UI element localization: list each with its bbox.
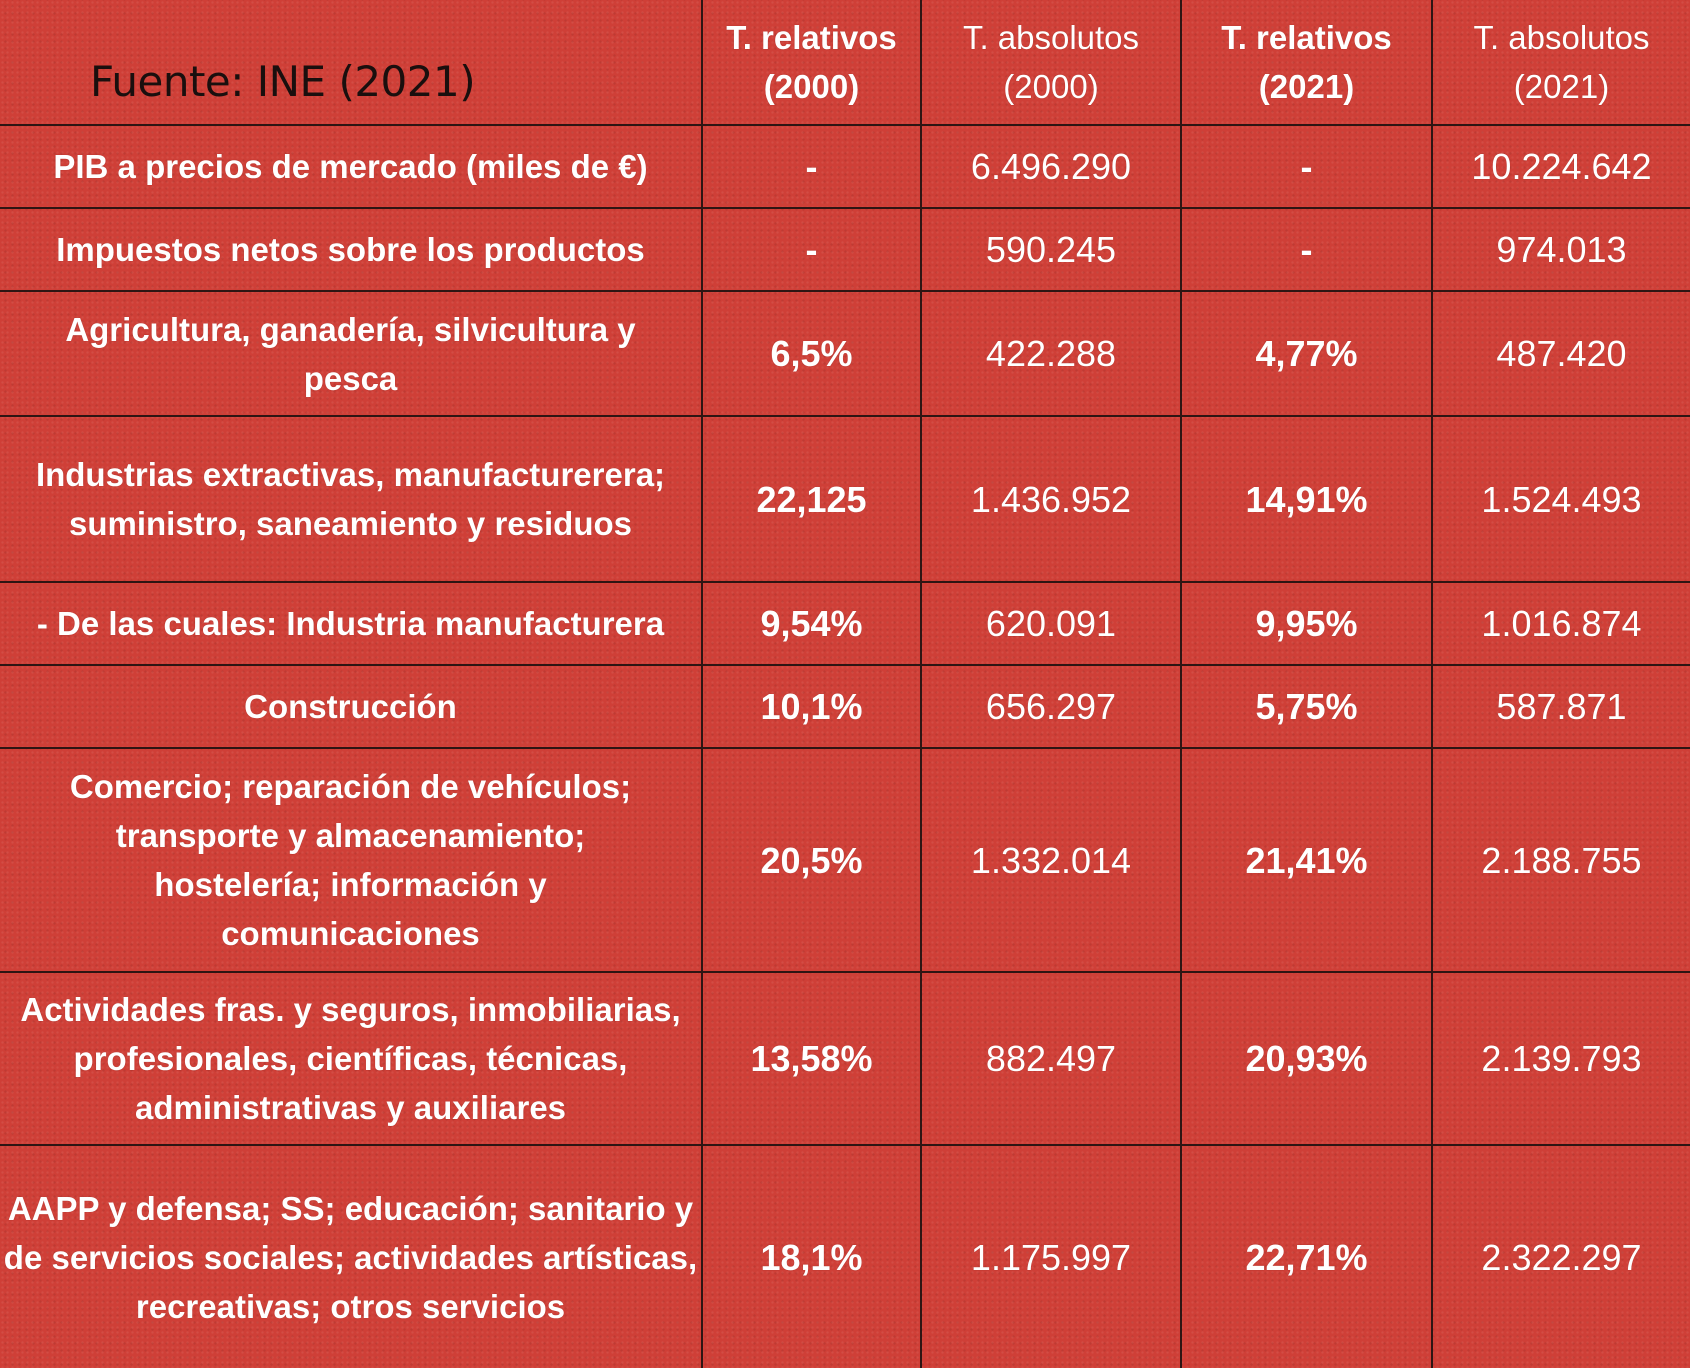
relative-2000-cell: 10,1% (701, 664, 922, 749)
row-label: Actividades fras. y seguros, inmobiliari… (0, 971, 703, 1146)
header-relative-2021-text: T. relativos (2021) (1221, 19, 1392, 105)
header-row: Fuente: INE (2021) T. relativos (2000) T… (0, 0, 1690, 126)
table-row: Impuestos netos sobre los productos - 59… (0, 207, 1690, 292)
table-row: Actividades fras. y seguros, inmobiliari… (0, 971, 1690, 1146)
absolute-2000-cell: 1.332.014 (920, 747, 1182, 973)
table-row: AAPP y defensa; SS; educación; sanitario… (0, 1144, 1690, 1368)
table-row: Industrias extractivas, manufacturerera;… (0, 415, 1690, 583)
header-relative-2000: T. relativos (2000) (701, 0, 922, 126)
table-row: Comercio; reparación de vehículos; trans… (0, 747, 1690, 973)
table-row: - De las cuales: Industria manufacturera… (0, 581, 1690, 666)
relative-2021-cell: - (1180, 207, 1433, 292)
absolute-2000-cell: 590.245 (920, 207, 1182, 292)
header-relative-2000-text: T. relativos (2000) (726, 19, 897, 105)
row-label: AAPP y defensa; SS; educación; sanitario… (0, 1144, 703, 1368)
row-label: - De las cuales: Industria manufacturera (0, 581, 703, 666)
relative-2021-cell: 9,95% (1180, 581, 1433, 666)
absolute-2021-cell: 2.322.297 (1431, 1144, 1690, 1368)
relative-2021-cell: 4,77% (1180, 290, 1433, 417)
table-row: Construcción 10,1% 656.297 5,75% 587.871 (0, 664, 1690, 749)
absolute-2000-cell: 620.091 (920, 581, 1182, 666)
absolute-2021-cell: 2.188.755 (1431, 747, 1690, 973)
relative-2021-cell: 5,75% (1180, 664, 1433, 749)
row-label: Construcción (0, 664, 703, 749)
absolute-2021-cell: 487.420 (1431, 290, 1690, 417)
table-row: Agricultura, ganadería, silvicultura y p… (0, 290, 1690, 417)
absolute-2000-cell: 1.175.997 (920, 1144, 1182, 1368)
relative-2021-cell: 21,41% (1180, 747, 1433, 973)
row-label: Comercio; reparación de vehículos; trans… (0, 747, 703, 973)
absolute-2000-cell: 1.436.952 (920, 415, 1182, 583)
relative-2000-cell: - (701, 207, 922, 292)
relative-2000-cell: 6,5% (701, 290, 922, 417)
relative-2000-cell: 9,54% (701, 581, 922, 666)
relative-2000-cell: - (701, 124, 922, 209)
relative-2021-cell: 20,93% (1180, 971, 1433, 1146)
relative-2021-cell: 22,71% (1180, 1144, 1433, 1368)
relative-2000-cell: 18,1% (701, 1144, 922, 1368)
absolute-2000-cell: 656.297 (920, 664, 1182, 749)
header-absolute-2021-text: T. absolutos (2021) (1473, 19, 1650, 105)
header-relative-2021: T. relativos (2021) (1180, 0, 1433, 126)
header-absolute-2021: T. absolutos (2021) (1431, 0, 1690, 126)
table-row: PIB a precios de mercado (miles de €) - … (0, 124, 1690, 209)
absolute-2021-cell: 2.139.793 (1431, 971, 1690, 1146)
row-label: Agricultura, ganadería, silvicultura y p… (0, 290, 703, 417)
absolute-2021-cell: 974.013 (1431, 207, 1690, 292)
relative-2021-cell: - (1180, 124, 1433, 209)
absolute-2021-cell: 1.016.874 (1431, 581, 1690, 666)
absolute-2000-cell: 6.496.290 (920, 124, 1182, 209)
relative-2000-cell: 13,58% (701, 971, 922, 1146)
header-absolute-2000-text: T. absolutos (2000) (962, 19, 1140, 105)
row-label: PIB a precios de mercado (miles de €) (0, 124, 703, 209)
absolute-2000-cell: 422.288 (920, 290, 1182, 417)
header-absolute-2000: T. absolutos (2000) (920, 0, 1182, 126)
absolute-2021-cell: 1.524.493 (1431, 415, 1690, 583)
relative-2000-cell: 22,125 (701, 415, 922, 583)
row-label: Impuestos netos sobre los productos (0, 207, 703, 292)
absolute-2021-cell: 10.224.642 (1431, 124, 1690, 209)
source-caption: Fuente: INE (2021) (0, 0, 703, 126)
row-label: Industrias extractivas, manufacturerera;… (0, 415, 703, 583)
relative-2000-cell: 20,5% (701, 747, 922, 973)
absolute-2000-cell: 882.497 (920, 971, 1182, 1146)
relative-2021-cell: 14,91% (1180, 415, 1433, 583)
absolute-2021-cell: 587.871 (1431, 664, 1690, 749)
